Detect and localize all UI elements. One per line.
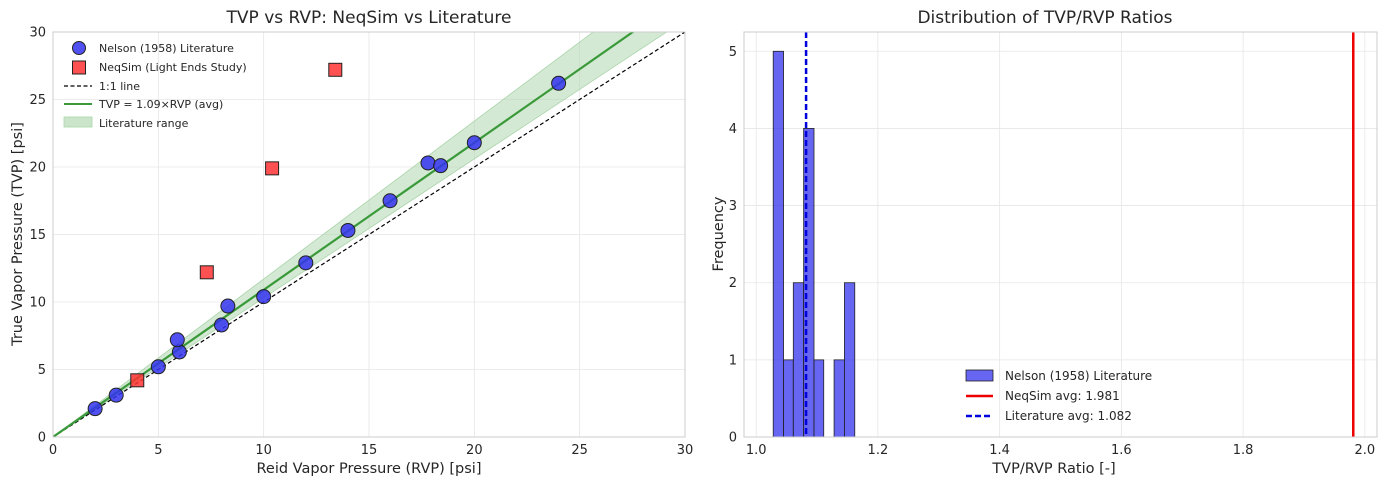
literature-point bbox=[108, 387, 124, 403]
legend-marker-literature bbox=[72, 41, 86, 55]
right-chart-title: Distribution of TVP/RVP Ratios bbox=[917, 8, 1172, 28]
right-axes-frame bbox=[743, 31, 1378, 438]
left-x-tick-label: 15 bbox=[361, 443, 378, 458]
legend-marker-neqsim bbox=[72, 60, 86, 75]
left-legend: Nelson (1958) Literature NeqSim (Light E… bbox=[63, 41, 247, 130]
literature-point bbox=[256, 289, 272, 305]
literature-point bbox=[171, 344, 187, 360]
legend-label-fit: TVP = 1.09×RVP (avg) bbox=[98, 98, 223, 111]
legend-label-neqsim: NeqSim (Light Ends Study) bbox=[99, 61, 247, 74]
histogram-bar bbox=[813, 359, 825, 438]
left-series-layer bbox=[53, 32, 685, 437]
legend-swatch-histogram bbox=[965, 369, 994, 382]
left-y-tick-label: 5 bbox=[38, 363, 46, 378]
legend-label-band: Literature range bbox=[99, 117, 189, 130]
right-x-tick-label: 1.4 bbox=[989, 443, 1010, 458]
literature-point bbox=[150, 359, 166, 375]
literature-point bbox=[214, 317, 230, 333]
legend-label-neqsim-avg: NeqSim avg: 1.981 bbox=[1005, 389, 1120, 403]
left-y-tick-label: 0 bbox=[38, 431, 46, 446]
right-y-tick-label: 3 bbox=[729, 199, 737, 214]
histogram-bar bbox=[783, 359, 794, 438]
right-y-axis-label: Frequency bbox=[711, 196, 727, 271]
legend-label-literature-avg: Literature avg: 1.082 bbox=[1005, 409, 1132, 423]
right-y-tick-label: 0 bbox=[729, 431, 737, 446]
right-y-tick-label: 5 bbox=[729, 45, 737, 60]
literature-point bbox=[433, 158, 449, 174]
literature-point bbox=[87, 401, 103, 417]
left-y-tick-label: 10 bbox=[29, 296, 46, 311]
histogram-bar bbox=[833, 359, 845, 438]
left-x-tick-label: 5 bbox=[154, 443, 162, 458]
neqsim-point bbox=[328, 62, 343, 77]
histogram-bar bbox=[792, 282, 805, 438]
left-x-tick-label: 20 bbox=[466, 443, 483, 458]
right-x-tick-label: 1.8 bbox=[1233, 443, 1254, 458]
right-plot-area bbox=[772, 32, 1355, 438]
right-y-tick-label: 2 bbox=[729, 276, 737, 291]
right-tick-labels: 1.0 1.2 1.4 1.6 1.8 2.0 0 1 2 3 4 5 bbox=[729, 45, 1375, 458]
left-x-tick-label: 0 bbox=[49, 443, 57, 458]
left-axes-frame bbox=[52, 31, 686, 438]
legend-label-one-to-one: 1:1 line bbox=[99, 80, 140, 93]
literature-point bbox=[420, 155, 436, 171]
legend-swatch-band bbox=[63, 116, 93, 128]
right-y-tick-label: 1 bbox=[729, 353, 737, 368]
right-x-axis-label: TVP/RVP Ratio [-] bbox=[991, 461, 1115, 477]
right-y-tick-label: 4 bbox=[729, 122, 737, 137]
left-tick-labels: 0 5 10 15 20 25 30 0 5 10 15 20 25 30 bbox=[29, 26, 693, 459]
literature-point bbox=[220, 298, 236, 314]
literature-point bbox=[298, 255, 314, 271]
right-x-tick-label: 1.6 bbox=[1111, 443, 1132, 458]
literature-point bbox=[382, 193, 398, 209]
neqsim-point bbox=[265, 161, 280, 176]
left-chart-title: TVP vs RVP: NeqSim vs Literature bbox=[226, 8, 512, 28]
left-x-tick-label: 30 bbox=[677, 443, 694, 458]
left-y-tick-label: 30 bbox=[29, 26, 46, 41]
literature-point bbox=[340, 222, 356, 238]
left-x-tick-label: 25 bbox=[571, 443, 588, 458]
tvp-vs-rvp-chart: TVP vs RVP: NeqSim vs Literature Reid Va… bbox=[10, 8, 693, 477]
literature-point bbox=[466, 135, 482, 151]
left-y-axis-label: True Vapor Pressure (TVP) [psi] bbox=[10, 122, 26, 347]
left-plot-area bbox=[53, 32, 685, 437]
left-x-axis-label: Reid Vapor Pressure (RVP) [psi] bbox=[256, 461, 481, 477]
histogram-bar bbox=[844, 282, 856, 438]
histogram-bar bbox=[772, 50, 784, 438]
literature-point bbox=[169, 332, 185, 348]
histogram-bar bbox=[803, 128, 815, 438]
left-y-tick-label: 15 bbox=[29, 228, 46, 243]
literature-point bbox=[551, 75, 567, 91]
legend-label-literature: Nelson (1958) Literature bbox=[99, 42, 234, 55]
neqsim-point bbox=[130, 373, 145, 388]
right-x-tick-label: 1.2 bbox=[868, 443, 889, 458]
literature-range-band bbox=[53, 32, 668, 437]
neqsim-point bbox=[199, 265, 214, 280]
right-x-tick-label: 1.0 bbox=[746, 443, 767, 458]
left-y-tick-label: 25 bbox=[29, 93, 46, 108]
right-legend: Nelson (1958) Literature NeqSim avg: 1.9… bbox=[965, 369, 1152, 423]
right-grid bbox=[744, 32, 1377, 438]
legend-label-histogram: Nelson (1958) Literature bbox=[1005, 369, 1152, 383]
ratio-histogram-chart: Distribution of TVP/RVP Ratios TVP/RVP R… bbox=[711, 8, 1378, 477]
left-y-tick-label: 20 bbox=[29, 161, 46, 176]
left-x-tick-label: 10 bbox=[255, 443, 272, 458]
right-x-tick-label: 2.0 bbox=[1354, 443, 1375, 458]
